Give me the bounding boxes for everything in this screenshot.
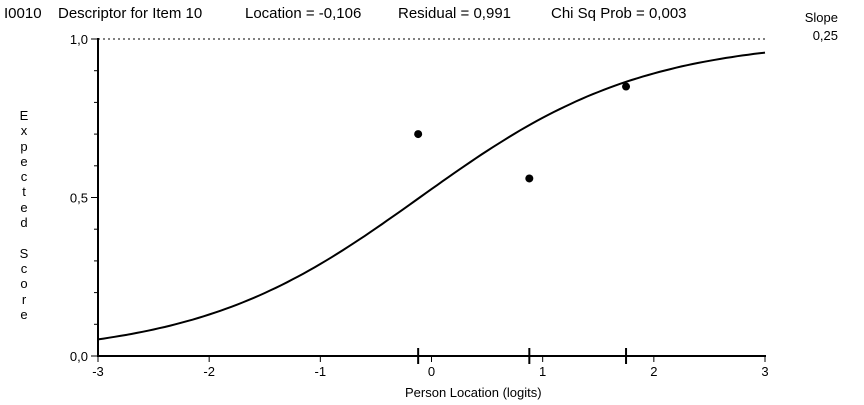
x-tick-label: 0 — [428, 364, 435, 379]
item-residual: Residual = 0,991 — [398, 5, 511, 22]
item-location: Location = -0,106 — [245, 5, 362, 22]
x-tick-label: -1 — [315, 364, 327, 379]
x-tick-label: 1 — [539, 364, 546, 379]
slope-value: 0,25 — [812, 28, 838, 43]
slope-box: Slope 0,25 — [805, 9, 838, 45]
y-tick-label: 1,0 — [70, 32, 88, 47]
y-axis-label-letter: d — [20, 215, 28, 231]
expected-score-curve — [97, 51, 766, 341]
y-axis-label-letter: r — [21, 291, 27, 307]
y-axis-label-letter: c — [20, 260, 28, 276]
x-tick-label: 2 — [650, 364, 657, 379]
observed-point — [622, 82, 631, 91]
item-descriptor: Descriptor for Item 10 — [58, 5, 203, 22]
y-axis-label-letter: x — [20, 123, 28, 139]
y-axis-label-letter: e — [20, 153, 28, 169]
y-axis-label-letter: e — [20, 306, 28, 322]
x-tick-label: 3 — [761, 364, 768, 379]
y-axis-label-letter: e — [20, 199, 28, 215]
y-axis-label-letter: E — [19, 108, 29, 123]
y-axis-label-letter: o — [20, 276, 28, 292]
x-tick-label: -2 — [203, 364, 215, 379]
observed-point — [525, 174, 534, 183]
x-tick-label: -3 — [92, 364, 104, 379]
y-axis-label-letter: S — [19, 245, 29, 261]
x-axis-label: Person Location (logits) — [405, 385, 542, 400]
y-axis-label-letter: p — [20, 138, 28, 154]
slope-label: Slope — [804, 10, 838, 25]
observed-point — [414, 130, 423, 139]
y-axis-label-letter: c — [20, 169, 28, 185]
y-axis-label-letter: t — [22, 184, 26, 200]
item-chisq-prob: Chi Sq Prob = 0,003 — [551, 5, 687, 22]
item-id: I0010 — [4, 5, 42, 22]
y-tick-label: 0,5 — [70, 191, 88, 206]
y-tick-label: 0,0 — [70, 349, 88, 364]
